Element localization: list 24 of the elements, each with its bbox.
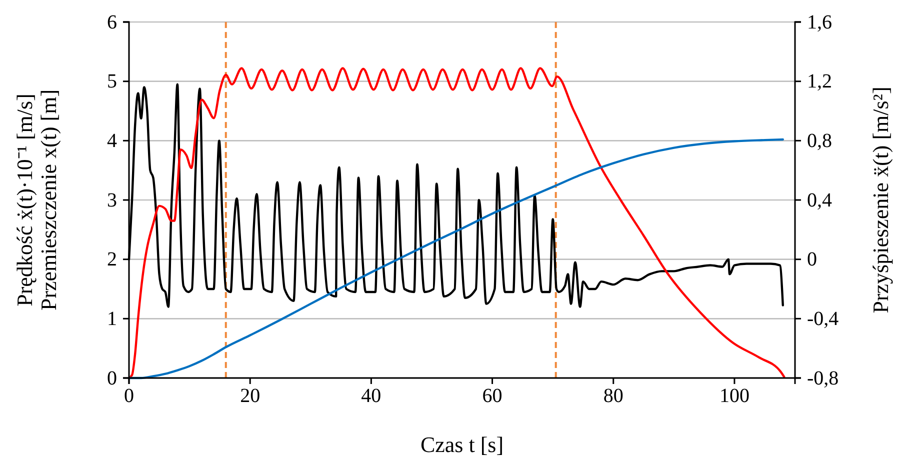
line-series	[128, 138, 784, 380]
x-tick-label: 0	[124, 385, 134, 408]
y2-axis-title: Przyśpieszenie ẍ(t) [m/s²]	[868, 86, 893, 314]
y2-tick-label: 1,6	[807, 11, 832, 34]
y2-tick-label: 1,2	[807, 70, 832, 93]
x-tick-label: 20	[240, 385, 260, 408]
y-tick-label: 1	[107, 308, 117, 330]
y-tick-label: 2	[107, 248, 117, 271]
x-tick-label: 60	[482, 385, 502, 408]
y-tick-label: 5	[107, 70, 117, 93]
y2-tick-label: 0,4	[807, 189, 832, 212]
y2-tick-label: -0,4	[807, 308, 839, 330]
x-axis-title: Czas t [s]	[420, 432, 504, 457]
y-tick-label: 3	[107, 189, 117, 212]
y-axis-title: Prędkość ẋ(t)·10⁻¹ [m/s] Przemieszczenie x(t) [m]	[12, 89, 61, 311]
x-tick-label: 40	[361, 385, 382, 408]
x-tick-label: 80	[603, 385, 624, 408]
y2-tick-label: -0,8	[807, 367, 839, 390]
y2-tick-label: 0,8	[807, 130, 832, 152]
x-tick-label: 100	[719, 385, 750, 408]
y-tick-label: 6	[107, 11, 117, 34]
y-tick-label: 0	[107, 367, 117, 390]
y2-tick-label: 0	[807, 248, 817, 271]
y-tick-label: 4	[107, 130, 117, 152]
